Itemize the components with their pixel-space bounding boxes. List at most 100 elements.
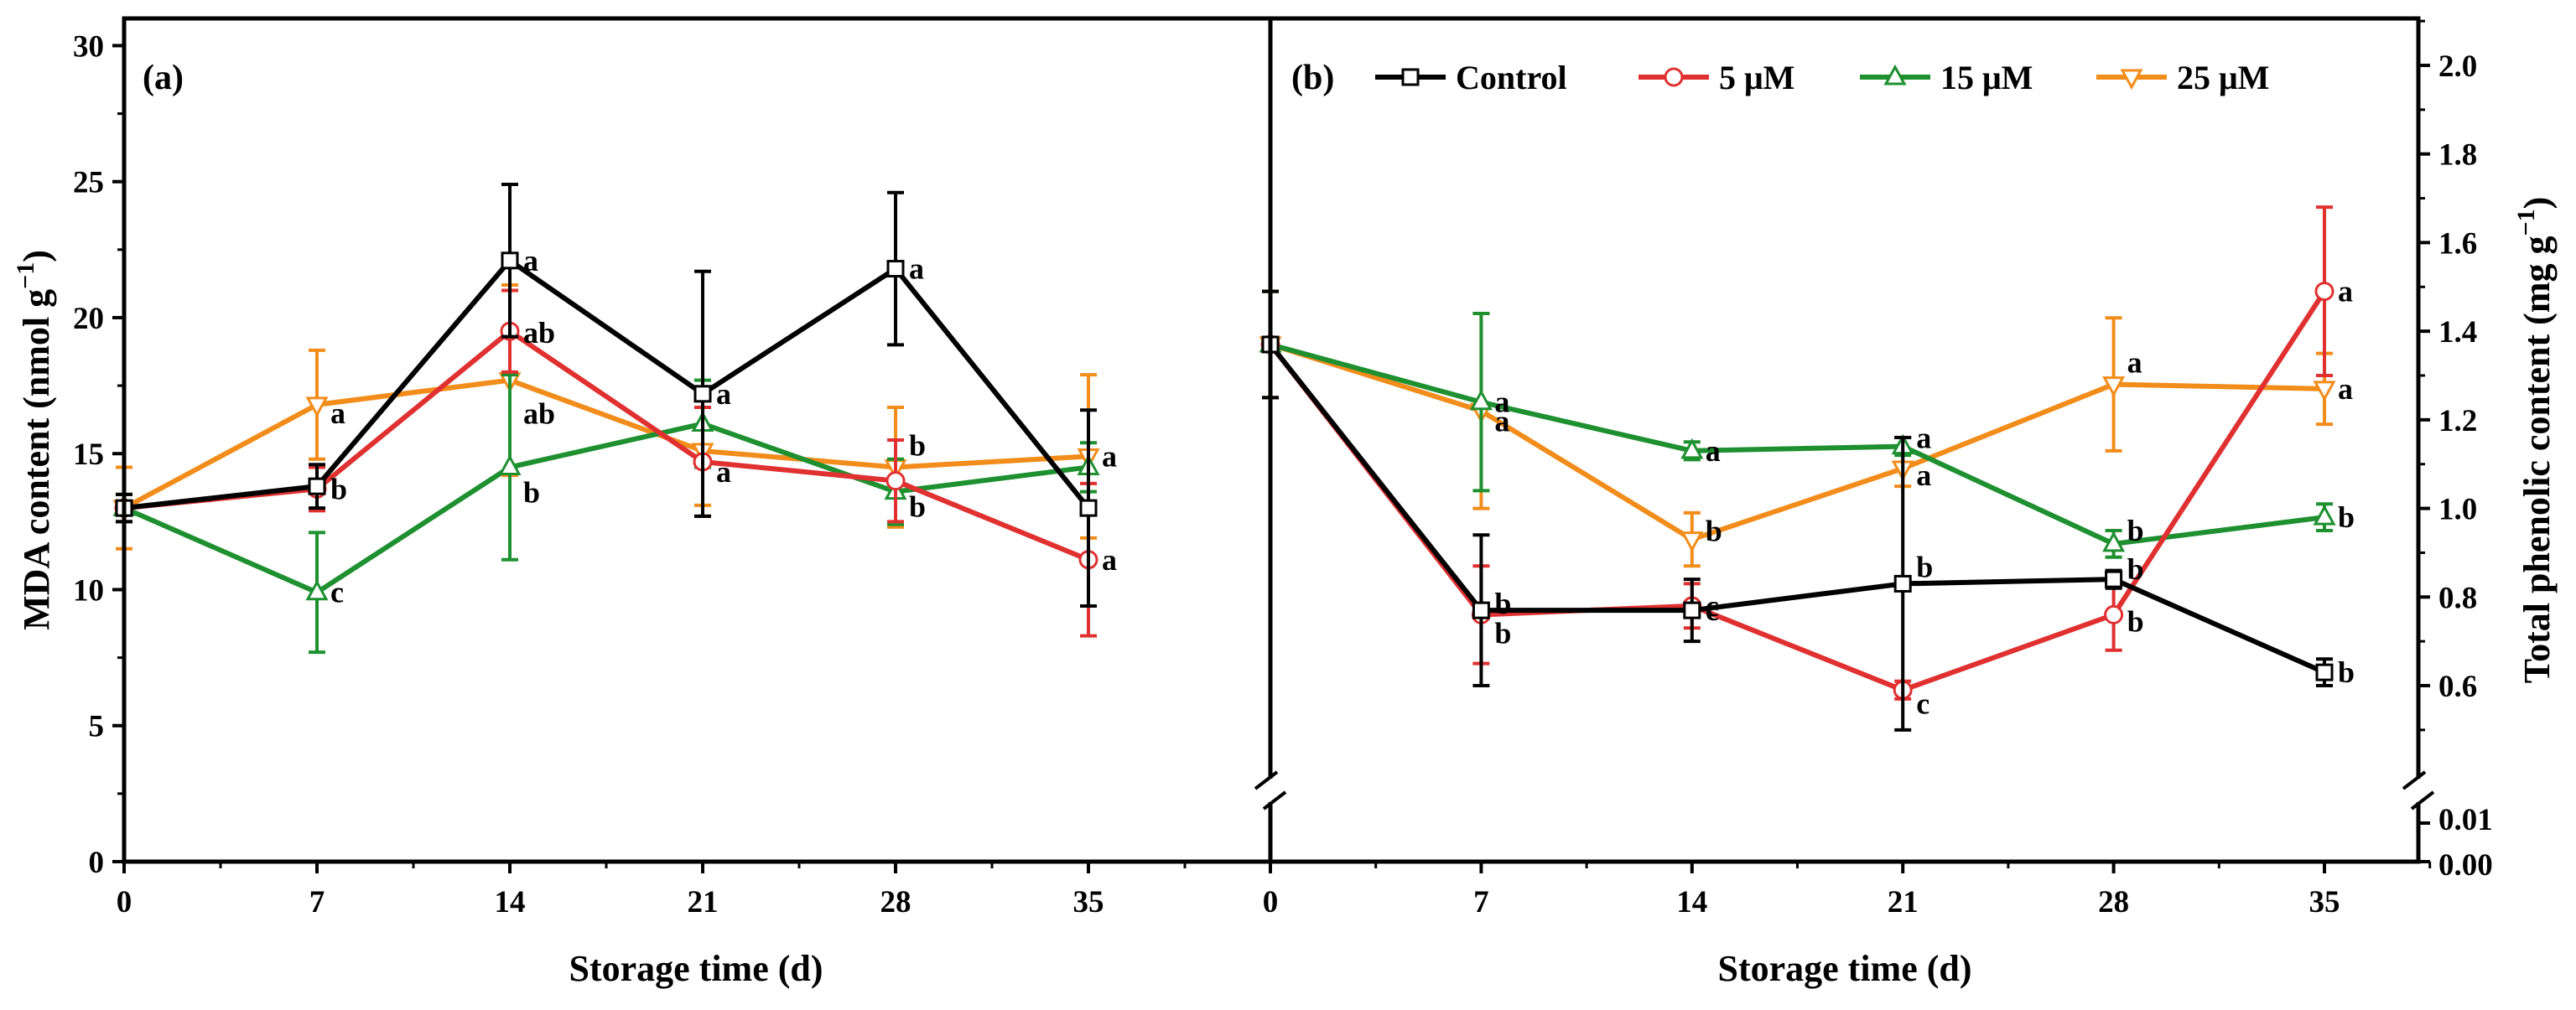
a-x-tick-label: 21: [688, 885, 719, 919]
b-significance-letter: a: [2338, 275, 2353, 308]
a-y-axis-title: MDA content (nmol g−1): [12, 250, 57, 630]
b-y-tick-label: 1.4: [2438, 315, 2477, 350]
b-significance-letter: b: [1916, 550, 1933, 583]
b-significance-letter: b: [2338, 500, 2355, 534]
legend-item: 15 μM: [1860, 59, 2033, 96]
legend-swatch-marker: [1883, 64, 1907, 85]
b-y-tick-label: 0.6: [2438, 670, 2477, 704]
b-point: [1893, 574, 1912, 593]
axis-break-left-gap: [1257, 779, 1284, 802]
a-point: [308, 477, 326, 495]
b-y-tick-label: 1.2: [2438, 404, 2477, 438]
a-significance-letter: b: [330, 472, 347, 505]
text-layer: 0 5 10 15 20 25 30 0 7 14 21 28 35 Storage time (d) MD…: [12, 29, 2558, 989]
b-significance-letter: a: [1706, 434, 1721, 468]
legend-label: 15 μM: [1940, 59, 2033, 96]
b-series-line: [1270, 342, 2325, 542]
a-significance-letter: a: [330, 396, 345, 430]
b-series-line: [1268, 343, 2326, 675]
a-significance-letter: a: [909, 252, 924, 286]
a-y-tick-label: 10: [73, 573, 104, 608]
a-y-tick-label: 15: [73, 438, 104, 472]
b-significance-letter: b: [1494, 587, 1511, 620]
b-y-axis-title-close: ): [2516, 197, 2558, 210]
a-x-axis-title: Storage time (d): [569, 948, 823, 989]
a-point: [305, 396, 329, 417]
b-point: [2102, 376, 2126, 397]
b-significance-letter: c: [1706, 593, 1719, 627]
a-significance-letter: ab: [523, 397, 555, 431]
b-y-axis-title-main: Total phenolic content (mg g: [2516, 236, 2558, 684]
legend-label: Control: [1456, 59, 1567, 96]
a-x-tick-label: 7: [309, 885, 325, 919]
legend-label: 5 μM: [1719, 59, 1794, 96]
a-significance-letter: a: [1102, 439, 1117, 473]
b-significance-letter: a: [1916, 458, 1931, 492]
b-point: [2313, 505, 2336, 526]
axes-layer: [112, 16, 2435, 873]
a-significance-letter: a: [1102, 543, 1117, 577]
a-y-axis-title-close: ): [16, 250, 57, 262]
b-point: [1683, 601, 1701, 619]
b-x-tick-label: 35: [2309, 885, 2340, 919]
b-point: [2104, 604, 2124, 624]
b-significance-letter: b: [2127, 514, 2144, 547]
a-significance-letter: b: [523, 475, 540, 509]
b-x-tick-label: 14: [1676, 885, 1707, 919]
a-point: [501, 251, 519, 270]
a-point: [886, 260, 905, 278]
b-point: [2102, 531, 2126, 552]
b-y-tick-label-lower: 0.01: [2438, 803, 2493, 837]
b-significance-letter: b: [2127, 552, 2144, 586]
b-panel-tag: (b): [1291, 59, 1334, 97]
b-point: [2105, 570, 2123, 588]
legend-label: 25 μM: [2177, 59, 2269, 96]
b-series-0: [1261, 289, 2334, 732]
a-significance-letter: a: [716, 455, 731, 489]
a-x-tick-label: 14: [495, 885, 526, 919]
a-x-tick-label: 0: [117, 885, 132, 919]
a-y-tick-label: 25: [73, 166, 104, 200]
b-significance-letter: a: [2338, 372, 2353, 406]
b-x-tick-label: 7: [1473, 885, 1489, 919]
a-significance-letter: a: [716, 377, 731, 411]
b-point: [2315, 663, 2334, 681]
b-y-axis-title-sup: −1: [2512, 209, 2540, 236]
b-y-tick-label: 1.6: [2438, 226, 2477, 261]
a-y-axis-title-sup: −1: [12, 262, 39, 289]
a-y-tick-label: 0: [89, 846, 105, 880]
a-x-tick-label: 28: [880, 885, 911, 919]
a-series-line: [123, 257, 1091, 511]
legend-swatch-marker: [1401, 68, 1420, 86]
a-point: [886, 471, 906, 491]
a-x-tick-label: 35: [1073, 885, 1104, 919]
b-significance-letter: b: [2127, 604, 2144, 638]
b-significance-letter: b: [1494, 616, 1511, 650]
b-point: [2313, 381, 2336, 401]
a-series-0: [115, 182, 1098, 608]
b-point: [2314, 282, 2334, 302]
a-y-tick-label: 20: [73, 302, 104, 336]
axis-break-right-gap: [2405, 779, 2432, 802]
a-point: [498, 454, 522, 475]
b-y-axis-title: Total phenolic content (mg g−1): [2512, 197, 2558, 683]
a-point: [305, 579, 329, 601]
b-significance-letter: b: [1706, 515, 1722, 548]
a-series-line: [122, 377, 1089, 510]
a-y-tick-label: 5: [89, 710, 105, 744]
b-y-tick-label: 2.0: [2438, 49, 2477, 84]
axis-break-left-stroke-1: [1254, 770, 1279, 790]
b-series-line: [1270, 342, 2325, 546]
b-y-tick-label: 0.8: [2438, 581, 2477, 615]
b-y-tick-label: 1.0: [2438, 493, 2477, 527]
axis-break-right-stroke-1: [2402, 770, 2427, 790]
b-point: [1680, 438, 1704, 459]
b-significance-letter: a: [2127, 346, 2142, 380]
legend: Control 5 μM 15 μM 25 μM: [1375, 59, 2269, 96]
a-significance-letter: ab: [523, 316, 555, 350]
a-significance-letter: b: [909, 428, 926, 462]
a-significance-letter: a: [523, 244, 538, 277]
b-y-tick-label: 1.8: [2438, 138, 2477, 173]
b-point: [1680, 531, 1704, 552]
